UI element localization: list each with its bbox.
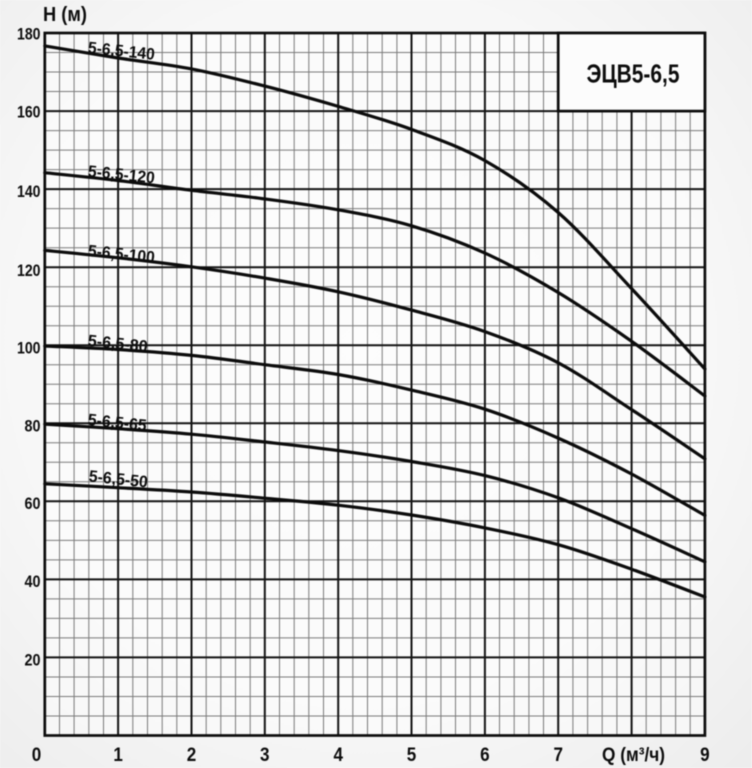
svg-text:Q (м³/ч): Q (м³/ч) — [602, 745, 665, 766]
svg-text:1: 1 — [113, 744, 123, 766]
svg-text:180: 180 — [17, 25, 41, 44]
svg-text:5: 5 — [407, 744, 417, 766]
svg-text:7: 7 — [553, 744, 563, 766]
svg-text:140: 140 — [17, 182, 41, 201]
svg-text:4: 4 — [333, 744, 343, 766]
svg-text:40: 40 — [25, 572, 41, 591]
svg-text:3: 3 — [260, 744, 270, 766]
svg-text:60: 60 — [25, 494, 41, 513]
svg-text:160: 160 — [17, 103, 41, 122]
svg-text:9: 9 — [700, 744, 710, 766]
svg-text:ЭЦВ5-6,5: ЭЦВ5-6,5 — [587, 59, 680, 89]
svg-text:6: 6 — [480, 744, 490, 766]
svg-text:2: 2 — [187, 744, 197, 766]
svg-text:0: 0 — [32, 744, 42, 766]
svg-text:120: 120 — [17, 261, 41, 280]
svg-text:20: 20 — [25, 651, 41, 670]
svg-text:100: 100 — [17, 339, 41, 358]
svg-text:H (м): H (м) — [43, 3, 87, 26]
svg-text:80: 80 — [25, 417, 41, 436]
